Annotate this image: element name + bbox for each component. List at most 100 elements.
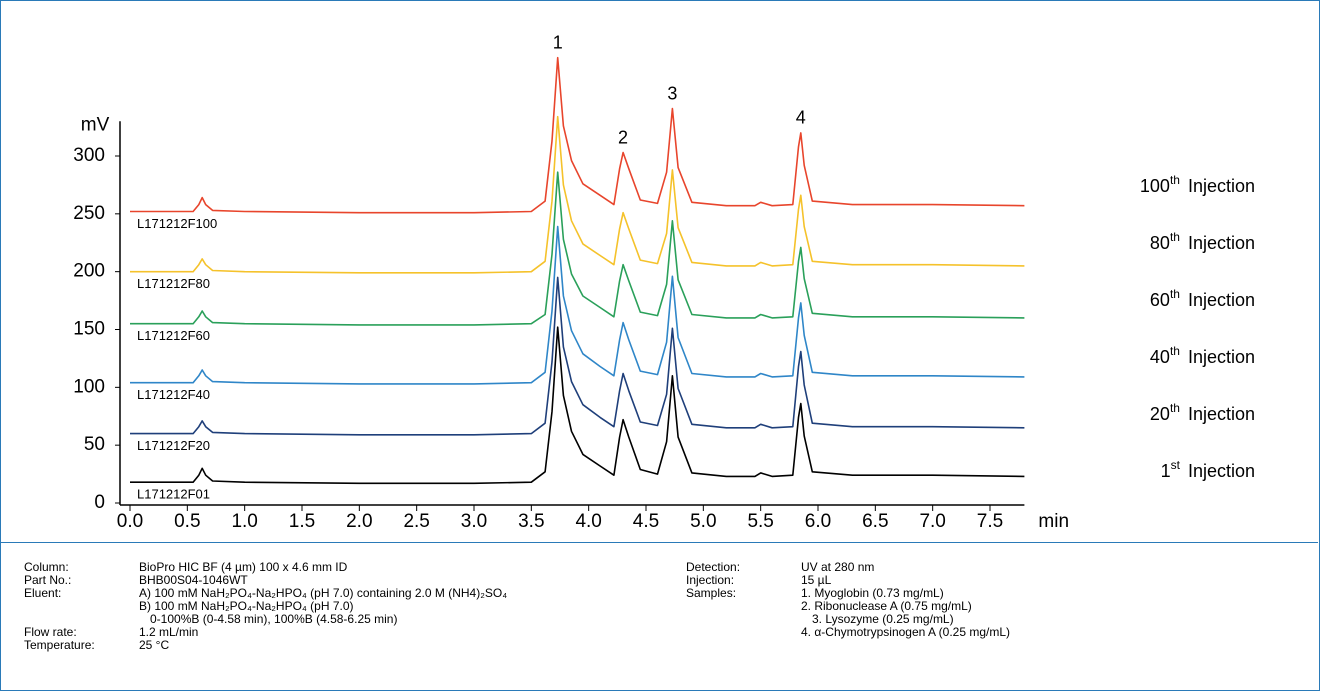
condition-line: 15 µL [801, 573, 832, 587]
injection-number: 40 [1150, 347, 1170, 367]
condition-value: UV at 280 nm [801, 561, 874, 574]
trace-label: L171212F100 [137, 216, 217, 231]
injection-text: Injection [1188, 461, 1255, 481]
injection-label: 1st Injection [1161, 458, 1255, 481]
conditions-left: Column: BioPro HIC BF (4 µm) 100 x 4.6 mm… [24, 561, 507, 652]
condition-line: A) 100 mM NaH₂PO₄-Na₂HPO₄ (pH 7.0) conta… [139, 586, 508, 600]
y-axis-label: mV [81, 114, 110, 135]
injection-text: Injection [1188, 176, 1255, 196]
condition-label: Column: [24, 560, 69, 574]
condition-line: B) 100 mM NaH₂PO₄-Na₂HPO₄ (pH 7.0) [139, 599, 354, 613]
trace [130, 225, 1025, 385]
x-tick-label: 2.5 [403, 511, 429, 532]
x-tick-label: 7.5 [977, 511, 1003, 532]
condition-row: Eluent: A) 100 mM NaH₂PO₄-Na₂HPO₄ (pH 7.0… [24, 587, 507, 626]
condition-label: Detection: [686, 560, 741, 574]
condition-label: Injection: [686, 573, 735, 587]
injection-suffix: th [1170, 230, 1180, 244]
y-tick-label: 50 [84, 434, 105, 455]
injection-number: 80 [1150, 233, 1170, 253]
x-tick-label: 6.0 [805, 511, 831, 532]
peak-label: 3 [667, 83, 677, 103]
chart: mV min 0 50 100 150 200 250 300 0.0 0.5 1.0 1.5 2.0 2.… [73, 32, 1255, 532]
condition-line: BHB00S04-1046WT [139, 573, 248, 587]
condition-row: Flow rate: 1.2 mL/min [24, 626, 507, 639]
condition-row: Samples: 1. Myoglobin (0.73 mg/mL) 2. Ribo… [686, 587, 1010, 639]
x-tick-label: 5.5 [747, 511, 773, 532]
x-tick-label: 4.0 [575, 511, 601, 532]
x-axis-label: min [1038, 511, 1069, 532]
condition-line: 1. Myoglobin (0.73 mg/mL) [801, 586, 944, 600]
condition-value: 15 µL [801, 574, 831, 587]
peak-label: 2 [618, 127, 628, 147]
trace [130, 171, 1025, 326]
condition-label: Temperature: [24, 638, 95, 652]
injection-label: 80th Injection [1150, 230, 1255, 253]
condition-row: Temperature: 25 °C [24, 639, 507, 652]
condition-line: BioPro HIC BF (4 µm) 100 x 4.6 mm ID [139, 560, 348, 574]
x-tick-label: 1.0 [231, 511, 257, 532]
trace [130, 326, 1025, 485]
condition-row: Detection: UV at 280 nm [686, 561, 1010, 574]
trace-label: L171212F80 [137, 276, 210, 291]
condition-row: Part No.: BHB00S04-1046WT [24, 574, 507, 587]
injection-suffix: th [1170, 344, 1180, 358]
trace-label: L171212F40 [137, 387, 210, 402]
condition-value: 1.2 mL/min [139, 626, 198, 639]
y-tick-label: 0 [94, 492, 105, 513]
trace-label: L171212F20 [137, 438, 210, 453]
condition-value: 25 °C [139, 639, 169, 652]
peak-label: 4 [796, 108, 806, 128]
injection-number: 60 [1150, 290, 1170, 310]
condition-line: 4. α-Chymotrypsinogen A (0.25 mg/mL) [801, 625, 1011, 639]
x-tick-label: 1.5 [289, 511, 315, 532]
x-tick-label: 5.0 [690, 511, 716, 532]
condition-label: Samples: [686, 586, 737, 600]
peak-label: 1 [553, 32, 563, 52]
condition-label: Flow rate: [24, 625, 77, 639]
injection-suffix: th [1170, 287, 1180, 301]
condition-line: 1.2 mL/min [139, 625, 199, 639]
injection-number: 100 [1140, 176, 1170, 196]
injection-text: Injection [1188, 233, 1255, 253]
x-tick-label: 3.0 [461, 511, 487, 532]
x-tick-label: 2.0 [346, 511, 372, 532]
trace [130, 56, 1025, 214]
y-tick-label: 300 [73, 145, 105, 166]
x-tick-label: 7.0 [919, 511, 945, 532]
injection-suffix: th [1170, 401, 1180, 415]
trace [130, 276, 1025, 436]
trace [130, 115, 1025, 274]
y-tick-label: 250 [73, 203, 105, 224]
divider [0, 542, 1318, 543]
condition-value: BioPro HIC BF (4 µm) 100 x 4.6 mm ID [139, 561, 347, 574]
injection-text: Injection [1188, 347, 1255, 367]
injection-suffix: st [1171, 458, 1181, 472]
condition-line: UV at 280 nm [801, 560, 875, 574]
y-tick-label: 150 [73, 319, 105, 340]
x-tick-label: 4.5 [633, 511, 659, 532]
condition-line: 3. Lysozyme (0.25 mg/mL) [812, 612, 954, 626]
injection-number: 20 [1150, 404, 1170, 424]
y-tick-label: 200 [73, 261, 105, 282]
trace-label: L171212F01 [137, 487, 210, 502]
condition-row: Column: BioPro HIC BF (4 µm) 100 x 4.6 mm… [24, 561, 507, 574]
trace-label: L171212F60 [137, 328, 210, 343]
injection-number: 1 [1161, 461, 1171, 481]
condition-value: 1. Myoglobin (0.73 mg/mL) 2. Ribonuclease… [801, 587, 1010, 639]
condition-line: 0-100%B (0-4.58 min), 100%B (4.58-6.25 m… [150, 612, 398, 626]
x-tick-label: 6.5 [862, 511, 888, 532]
injection-label: 60th Injection [1150, 287, 1255, 310]
conditions-right: Detection: UV at 280 nm Injection: 15 µL Sam… [686, 561, 1010, 639]
injection-suffix: th [1170, 173, 1180, 187]
injection-label: 40th Injection [1150, 344, 1255, 367]
x-tick-label: 3.5 [518, 511, 544, 532]
condition-line: 25 °C [139, 638, 170, 652]
condition-label: Eluent: [24, 586, 62, 600]
y-tick-label: 100 [73, 376, 105, 397]
injection-text: Injection [1188, 404, 1255, 424]
condition-row: Injection: 15 µL [686, 574, 1010, 587]
injection-label: 20th Injection [1150, 401, 1255, 424]
injection-text: Injection [1188, 290, 1255, 310]
